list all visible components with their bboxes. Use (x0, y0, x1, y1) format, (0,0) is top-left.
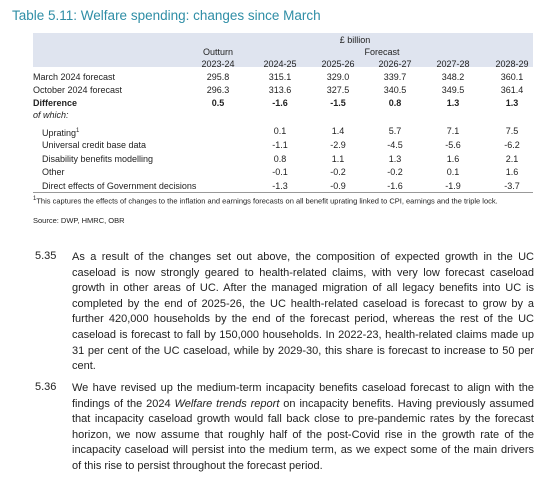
cell: -1.5 (330, 98, 346, 108)
paragraph-text: on incapacity benefits. Having previousl… (72, 397, 535, 472)
column-header: 2023-24 (201, 59, 235, 69)
paragraph-text: Welfare trends report (174, 397, 280, 410)
column-header: 2028-29 (495, 59, 529, 69)
cell: 0.5 (211, 98, 225, 108)
paragraph-text: We have revised up the medium-term incap… (72, 382, 534, 410)
cell: 7.5 (505, 126, 519, 136)
cell: 7.1 (446, 126, 460, 136)
cell: 313.6 (268, 85, 292, 95)
cell: 0.1 (446, 167, 460, 177)
paragraph: We have revised up the medium-term incap… (72, 381, 534, 475)
footnote-marker: 1 (76, 128, 80, 134)
cell: 339.7 (383, 72, 407, 82)
footnote-marker: 1 (33, 196, 37, 202)
cell: 1.6 (505, 167, 519, 177)
cell: -3.7 (504, 181, 520, 191)
row-label: Direct effects of Government decisions (42, 181, 197, 191)
cell: -0.2 (387, 167, 403, 177)
cell: -5.6 (445, 140, 461, 150)
footnote: 1This captures the effects of changes to… (33, 194, 503, 207)
cell: 1.4 (331, 126, 345, 136)
row-label: March 2024 forecast (33, 72, 116, 82)
cell: 0.8 (273, 154, 287, 164)
cell: 0.8 (388, 98, 402, 108)
cell: 0.1 (273, 126, 287, 136)
paragraph: As a result of the changes set out above… (72, 250, 534, 375)
cell: 1.1 (331, 154, 345, 164)
cell: 361.4 (500, 85, 524, 95)
cell: -1.6 (387, 181, 403, 191)
cell: -1.9 (445, 181, 461, 191)
of-which: of which: (33, 110, 69, 120)
row-label: Universal credit base data (42, 140, 147, 150)
cell: -1.1 (272, 140, 288, 150)
row-label: Difference (33, 98, 78, 108)
cell: -0.2 (330, 167, 346, 177)
column-header: 2027-28 (436, 59, 470, 69)
table-title: Table 5.11: Welfare spending: changes si… (12, 8, 321, 23)
paragraph-number: 5.36 (35, 381, 57, 393)
row-label: Uprating1 (42, 128, 80, 138)
table-rule (33, 192, 533, 193)
group-label: Forecast (364, 47, 400, 57)
cell: 1.3 (505, 98, 519, 108)
table-header-bg (33, 33, 533, 67)
row-label: Disability benefits modelling (42, 154, 154, 164)
column-header: 2025-26 (321, 59, 355, 69)
source: Source: DWP, HMRC, OBR (33, 216, 125, 225)
cell: 348.2 (441, 72, 465, 82)
row-label: October 2024 forecast (33, 85, 123, 95)
unit: £ billion (339, 35, 371, 45)
group-label: Outturn (202, 47, 234, 57)
column-header: 2024-25 (263, 59, 297, 69)
cell: 315.1 (268, 72, 292, 82)
row-label: Other (42, 167, 65, 177)
paragraph-text: As a result of the changes set out above… (72, 251, 534, 373)
paragraph-number: 5.35 (35, 250, 57, 262)
cell: 1.3 (446, 98, 460, 108)
cell: 295.8 (206, 72, 230, 82)
cell: 349.5 (441, 85, 465, 95)
cell: -1.3 (272, 181, 288, 191)
cell: -2.9 (330, 140, 346, 150)
footnote-text: This captures the effects of changes to … (36, 196, 498, 206)
cell: 296.3 (206, 85, 230, 95)
cell: 1.6 (446, 154, 460, 164)
cell: 340.5 (383, 85, 407, 95)
cell: -4.5 (387, 140, 403, 150)
cell: -0.9 (330, 181, 346, 191)
cell: 327.5 (326, 85, 350, 95)
cell: -1.6 (272, 98, 288, 108)
cell: 329.0 (326, 72, 350, 82)
cell: -6.2 (504, 140, 520, 150)
cell: 5.7 (388, 126, 402, 136)
cell: 1.3 (388, 154, 402, 164)
cell: 2.1 (505, 154, 519, 164)
column-header: 2026-27 (378, 59, 412, 69)
cell: 360.1 (500, 72, 524, 82)
cell: -0.1 (272, 167, 288, 177)
